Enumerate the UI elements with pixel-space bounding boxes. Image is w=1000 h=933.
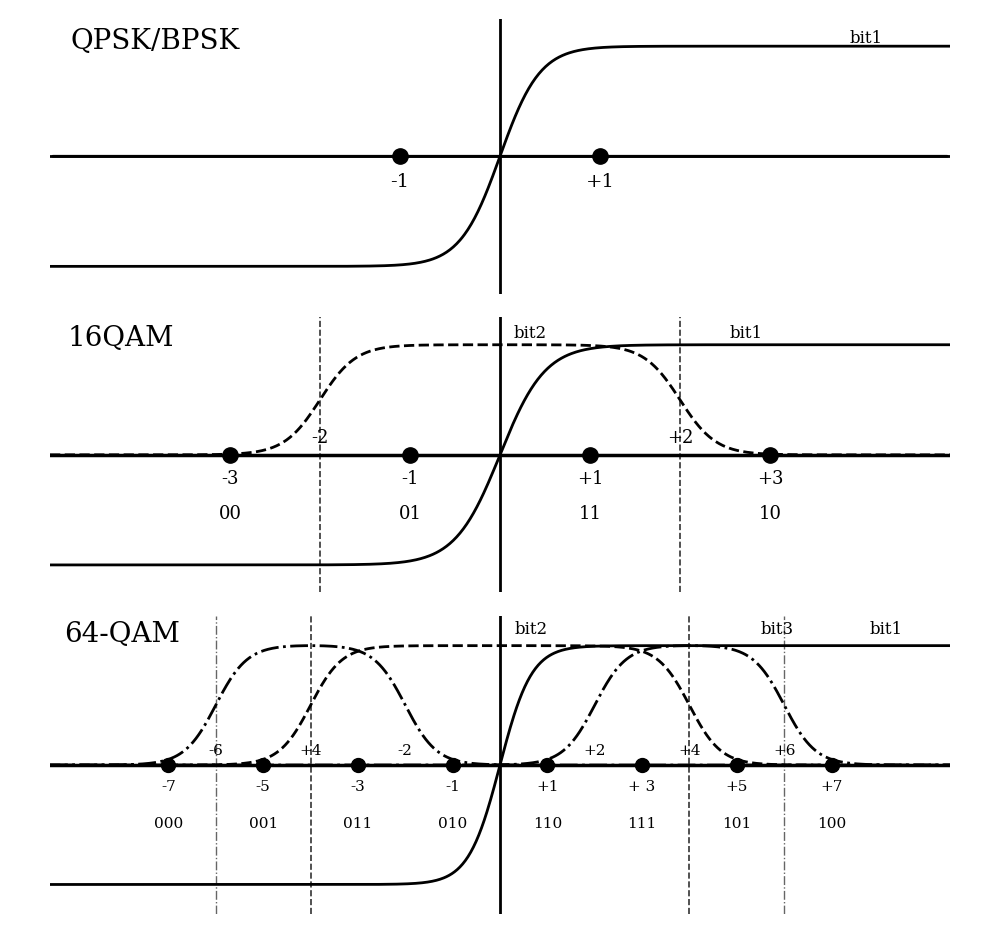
Text: +2: +2 [583,745,606,759]
Text: 011: 011 [343,816,373,830]
Text: +4: +4 [299,745,322,759]
Text: bit1: bit1 [850,30,883,47]
Text: +4: +4 [678,745,701,759]
Text: bit3: bit3 [761,620,794,638]
Text: bit1: bit1 [730,325,763,341]
Text: -3: -3 [351,780,365,794]
Text: + 3: + 3 [628,780,656,794]
Text: 64-QAM: 64-QAM [64,620,180,648]
Text: +2: +2 [667,429,693,448]
Text: bit2: bit2 [514,325,547,341]
Text: -2: -2 [311,429,329,448]
Text: 00: 00 [218,506,242,523]
Text: 101: 101 [722,816,751,830]
Text: +1: +1 [577,470,603,489]
Text: 010: 010 [438,816,467,830]
Text: 000: 000 [154,816,183,830]
Text: -3: -3 [221,470,239,489]
Text: QPSK/BPSK: QPSK/BPSK [70,28,239,55]
Text: -7: -7 [161,780,176,794]
Text: -6: -6 [208,745,223,759]
Text: +6: +6 [773,745,795,759]
Text: +7: +7 [820,780,843,794]
Text: 01: 01 [399,506,422,523]
Text: 110: 110 [533,816,562,830]
Text: +1: +1 [536,780,559,794]
Text: -5: -5 [256,780,271,794]
Text: 10: 10 [759,506,782,523]
Text: +5: +5 [726,780,748,794]
Text: +3: +3 [757,470,783,489]
Text: 100: 100 [817,816,846,830]
Text: -2: -2 [398,745,413,759]
Text: 111: 111 [627,816,657,830]
Text: -1: -1 [391,173,410,190]
Text: 001: 001 [249,816,278,830]
Text: 11: 11 [579,506,602,523]
Text: bit1: bit1 [869,620,903,638]
Text: -1: -1 [401,470,419,489]
Text: bit2: bit2 [514,620,547,638]
Text: +1: +1 [586,173,614,190]
Text: -1: -1 [445,780,460,794]
Text: 16QAM: 16QAM [68,325,175,352]
